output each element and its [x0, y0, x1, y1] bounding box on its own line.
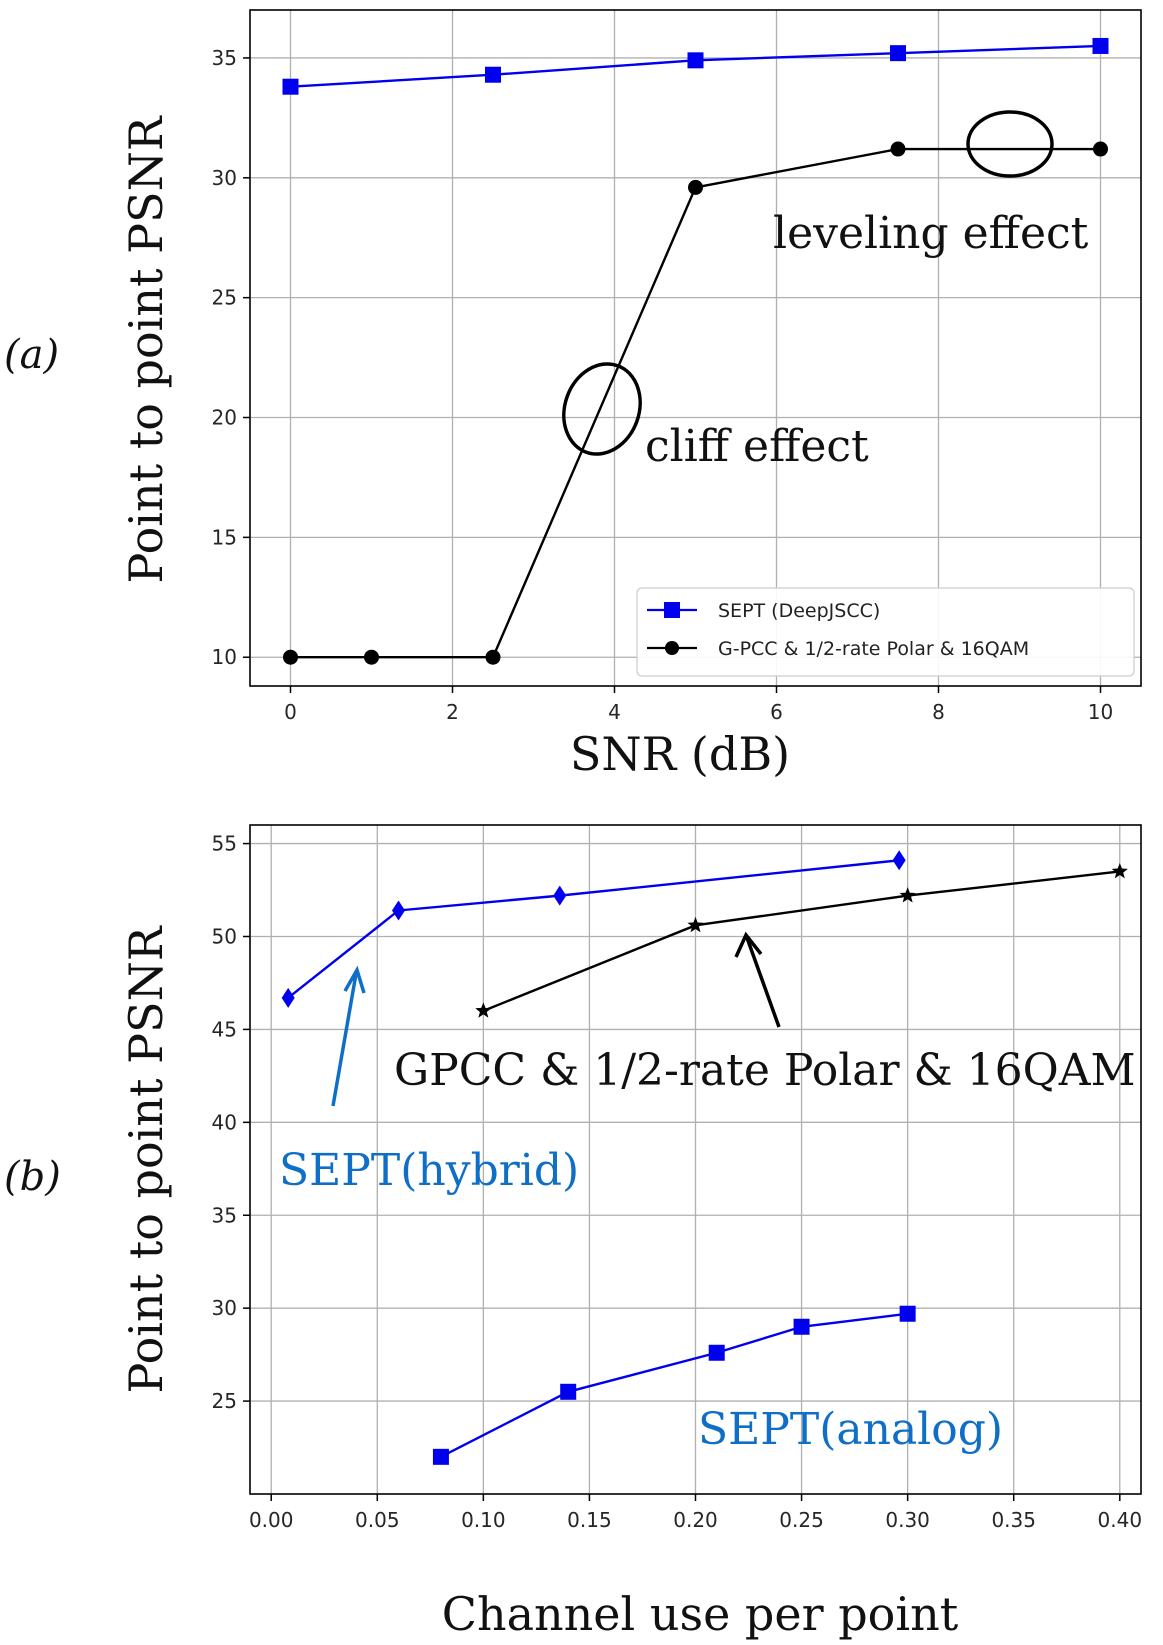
legend-box	[636, 587, 1135, 677]
x-tick-label: 4	[608, 700, 621, 724]
x-tick-label: 0.30	[885, 1508, 930, 1532]
y-tick-label: 45	[212, 1017, 237, 1041]
data-point-gpcc-1-2-rate-polar-16qam	[899, 887, 916, 903]
grid-a	[250, 10, 1141, 686]
data-point-sept-analog	[560, 1383, 577, 1400]
data-point-sept-deepjscc	[282, 78, 299, 95]
data-point-g-pcc-1-2-rate-polar-16qam	[1093, 141, 1108, 157]
x-axis-title-b: Channel use per point	[442, 1587, 959, 1641]
data-point-gpcc-1-2-rate-polar-16qam	[1111, 862, 1128, 879]
panel-a: 0 2 4 6 8 10 10 15 20 25 30 35 SNR (dB) Point to po…	[4, 9, 1142, 781]
data-point-gpcc-1-2-rate-polar-16qam	[475, 1002, 492, 1018]
data-point-sept-analog	[432, 1448, 449, 1465]
data-point-sept-analog	[708, 1344, 725, 1361]
y-tick-label: 10	[212, 645, 237, 669]
sept-hybrid-label: SEPT(hybrid)	[279, 1145, 579, 1196]
series-a	[282, 37, 1109, 665]
y-tick-label: 20	[212, 406, 237, 430]
panel-label-a: (a)	[4, 332, 59, 378]
data-point-sept-analog	[793, 1318, 810, 1335]
y-axis-title-b: Point to point PSNR	[119, 925, 173, 1393]
sept-analog-label: SEPT(analog)	[698, 1404, 1003, 1455]
hybrid-arrow-head	[343, 965, 366, 994]
leveling-effect-label: leveling effect	[773, 208, 1089, 259]
data-point-g-pcc-1-2-rate-polar-16qam	[364, 649, 379, 665]
grid-b	[250, 825, 1141, 1494]
data-point-gpcc-1-2-rate-polar-16qam	[687, 916, 704, 933]
data-point-sept-hybrid	[553, 885, 567, 906]
x-tick-label: 0.15	[567, 1508, 612, 1532]
data-point-sept-deepjscc	[890, 45, 906, 62]
plot-area-a	[250, 10, 1141, 686]
data-point-sept-deepjscc	[485, 66, 501, 83]
data-point-sept-hybrid	[281, 987, 295, 1008]
ticks-b: 0.00 0.05 0.10 0.15 0.20 0.25 0.30 0.35 0.40 25 30…	[212, 832, 1143, 1532]
gpcc-arrow-head	[734, 931, 763, 958]
x-tick-label: 2	[446, 700, 459, 724]
data-point-sept-analog	[899, 1305, 916, 1322]
cliff-effect-ellipse	[562, 362, 642, 456]
y-axis-title-a: Point to point PSNR	[119, 115, 173, 583]
x-tick-label: 0	[284, 700, 297, 724]
y-tick-label: 30	[212, 1296, 237, 1320]
x-tick-label: 0.35	[991, 1508, 1036, 1532]
data-point-sept-hybrid	[892, 850, 906, 871]
legend-marker-sept	[664, 602, 680, 618]
legend-marker-gpcc	[665, 641, 679, 655]
x-axis-title-a: SNR (dB)	[570, 727, 790, 781]
y-tick-label: 35	[212, 46, 237, 70]
y-tick-label: 35	[212, 1203, 237, 1227]
x-tick-label: 0.20	[673, 1508, 718, 1532]
legend-label-sept: SEPT (DeepJSCC)	[718, 600, 880, 622]
leveling-effect-ellipse	[966, 110, 1054, 178]
data-point-sept-deepjscc	[1092, 37, 1109, 54]
series-b	[281, 850, 1128, 1465]
x-tick-label: 0.05	[355, 1508, 400, 1532]
data-point-g-pcc-1-2-rate-polar-16qam	[485, 649, 501, 665]
series-line-sept-hybrid	[287, 859, 900, 999]
x-tick-label: 0.40	[1098, 1508, 1143, 1532]
series-line-g-pcc-1-2-rate-polar-16qam	[290, 147, 1101, 659]
frame-a	[249, 9, 1142, 687]
y-tick-label: 30	[212, 166, 237, 190]
ticks-a: 0 2 4 6 8 10 10 15 20 25 30 35	[212, 46, 1114, 724]
y-tick-label: 40	[212, 1110, 237, 1134]
y-tick-label: 25	[212, 286, 237, 310]
gpcc-label: GPCC & 1/2-rate Polar & 16QAM	[394, 1045, 1136, 1096]
x-tick-label: 0.10	[461, 1508, 506, 1532]
data-point-g-pcc-1-2-rate-polar-16qam	[890, 141, 906, 157]
data-point-sept-hybrid	[392, 900, 405, 921]
data-point-sept-deepjscc	[687, 52, 704, 69]
y-tick-label: 55	[212, 832, 237, 856]
y-tick-label: 50	[212, 925, 237, 949]
data-point-g-pcc-1-2-rate-polar-16qam	[283, 649, 298, 665]
gpcc-arrow-shaft	[744, 934, 781, 1028]
x-tick-label: 8	[932, 700, 945, 724]
cliff-effect-label: cliff effect	[645, 421, 869, 472]
panel-b: 0.00 0.05 0.10 0.15 0.20 0.25 0.30 0.35 0.40 25 30…	[4, 824, 1143, 1641]
legend-label-gpcc: G-PCC & 1/2-rate Polar & 16QAM	[718, 638, 1029, 660]
y-tick-label: 25	[212, 1389, 237, 1413]
legend-a: SEPT (DeepJSCC) G-PCC & 1/2-rate Polar &…	[636, 587, 1135, 677]
x-tick-label: 10	[1088, 700, 1113, 724]
hybrid-arrow-shaft	[331, 973, 358, 1107]
series-line-gpcc-1-2-rate-polar-16qam	[482, 870, 1120, 1012]
data-point-g-pcc-1-2-rate-polar-16qam	[688, 179, 703, 195]
x-tick-label: 0.00	[249, 1508, 294, 1532]
x-tick-label: 6	[770, 700, 783, 724]
y-tick-label: 15	[212, 525, 237, 549]
panel-label-b: (b)	[4, 1154, 61, 1200]
x-tick-label: 0.25	[779, 1508, 824, 1532]
